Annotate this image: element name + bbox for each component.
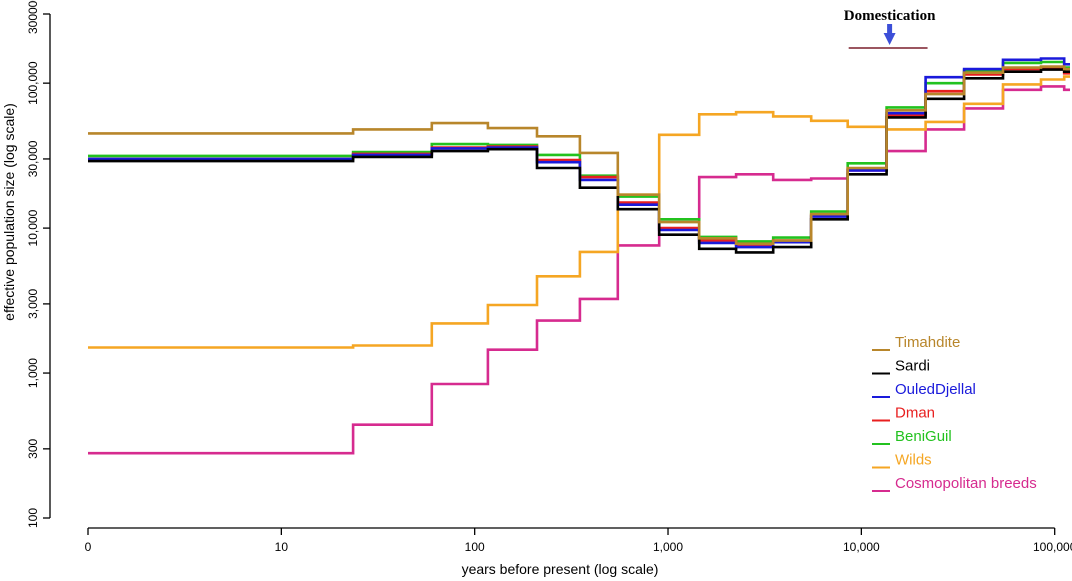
x-tick-label: 0 bbox=[85, 540, 92, 554]
y-tick-label: 1,000 bbox=[26, 358, 40, 388]
legend-label: BeniGuil bbox=[895, 428, 952, 445]
legend-label: Sardi bbox=[895, 358, 930, 375]
legend-label: Wilds bbox=[895, 452, 932, 469]
legend-label: OuledDjellal bbox=[895, 381, 976, 398]
y-tick-label: 10,000 bbox=[26, 209, 40, 246]
series-lines bbox=[88, 57, 1070, 455]
x-tick-label: 10 bbox=[275, 540, 289, 554]
legend-label: Cosmopolitan breeds bbox=[895, 475, 1037, 492]
y-tick-label: 300 bbox=[26, 439, 40, 459]
x-axis-title: years before present (log scale) bbox=[462, 561, 659, 577]
series-line-timahdite bbox=[88, 65, 1070, 245]
domestication-label: Domestication bbox=[844, 8, 936, 24]
x-tick-label: 1,000 bbox=[653, 540, 683, 554]
domestication-annotation: Domestication bbox=[844, 8, 936, 49]
y-tick-label: 300000 bbox=[26, 0, 40, 34]
legend: Timahdite Sardi OuledDjellal Dman BeniGuil Wi… bbox=[872, 334, 1037, 492]
y-tick-label: 30,000 bbox=[26, 140, 40, 177]
y-axis-title: effective population size (log scale) bbox=[1, 103, 17, 321]
y-tick-label: 3,000 bbox=[26, 289, 40, 319]
domestication-arrow-shaft bbox=[887, 24, 893, 34]
x-tick-label: 100 bbox=[465, 540, 485, 554]
x-axis: 0 10 100 1,000 10,000 100,000 bbox=[85, 527, 1072, 554]
x-tick-label: 10,000 bbox=[843, 540, 880, 554]
y-axis: 100 300 1,000 3,000 10,000 30,000 100,000 30000… bbox=[26, 0, 51, 528]
series-line-beniguil bbox=[88, 60, 1070, 243]
domestication-arrow-icon bbox=[883, 33, 896, 45]
y-tick-label: 100 bbox=[26, 508, 40, 528]
y-tick-label: 100,000 bbox=[26, 61, 40, 105]
series-line-cosmopolitan-breeds bbox=[88, 85, 1070, 455]
series-line-ouleddjellal bbox=[88, 57, 1070, 249]
series-line-sardi bbox=[88, 68, 1070, 254]
legend-label: Timahdite bbox=[895, 334, 960, 351]
series-line-wilds bbox=[88, 75, 1070, 349]
legend-label: Dman bbox=[895, 405, 935, 422]
x-tick-label: 100,000 bbox=[1033, 540, 1072, 554]
